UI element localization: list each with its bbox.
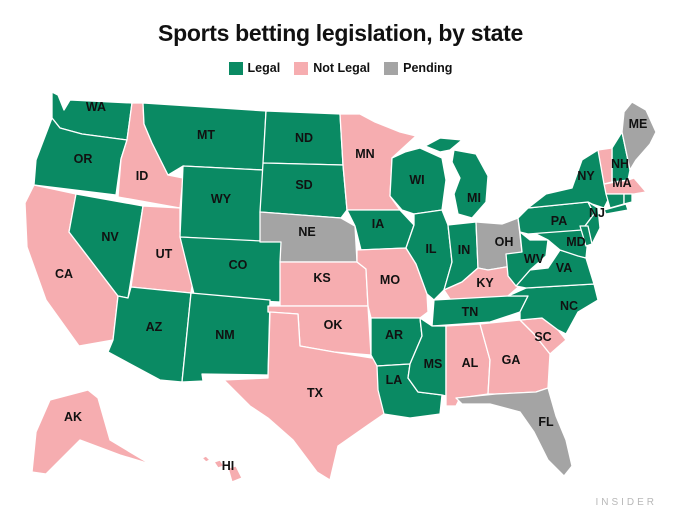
state-label-wy: WY [211, 192, 232, 206]
state-label-ok: OK [324, 318, 343, 332]
state-label-sc: SC [534, 330, 551, 344]
state-label-mt: MT [197, 128, 215, 142]
legend-label-legal: Legal [247, 61, 281, 75]
state-label-az: AZ [146, 320, 163, 334]
state-ri [623, 193, 633, 205]
state-tx [223, 311, 385, 481]
state-shapes [24, 91, 657, 483]
state-label-ne: NE [298, 225, 315, 239]
state-nm [181, 292, 271, 383]
legend-label-not-legal: Not Legal [313, 61, 371, 75]
legend-item-not-legal: Not Legal [294, 61, 370, 75]
state-hi [201, 455, 243, 483]
state-label-nd: ND [295, 131, 313, 145]
state-label-ky: KY [476, 276, 494, 290]
state-label-fl: FL [538, 415, 554, 429]
state-label-mo: MO [380, 273, 400, 287]
state-label-hi: HI [222, 459, 235, 473]
state-label-wi: WI [409, 173, 424, 187]
state-vt [597, 147, 613, 185]
state-label-ma: MA [612, 176, 631, 190]
state-label-nc: NC [560, 299, 578, 313]
state-label-ut: UT [156, 247, 173, 261]
state-az [107, 286, 192, 383]
state-wv [505, 231, 549, 287]
state-label-ga: GA [502, 353, 521, 367]
state-me [621, 101, 657, 171]
state-label-tx: TX [307, 386, 324, 400]
legend-label-pending: Pending [403, 61, 453, 75]
state-label-in: IN [458, 243, 471, 257]
state-ms [407, 317, 447, 397]
state-label-tn: TN [462, 305, 479, 319]
state-labels: WA OR CA ID NV UT AZ MT WY CO NM ND SD NE KS OK TX MN IA MO… [55, 100, 647, 473]
state-label-id: ID [136, 169, 149, 183]
state-label-ak: AK [64, 410, 82, 424]
state-label-mi: MI [467, 191, 481, 205]
legend: Legal Not Legal Pending [0, 61, 681, 75]
state-wi [389, 147, 447, 215]
legend-swatch-pending [384, 61, 399, 75]
state-label-ar: AR [385, 328, 403, 342]
legend-item-legal: Legal [228, 61, 281, 75]
state-label-il: IL [425, 242, 436, 256]
state-label-pa: PA [551, 214, 567, 228]
state-mi [424, 137, 489, 219]
state-label-mn: MN [355, 147, 374, 161]
state-label-la: LA [386, 373, 403, 387]
state-label-nv: NV [101, 230, 119, 244]
state-label-md: MD [566, 235, 585, 249]
state-label-ia: IA [372, 217, 385, 231]
state-label-nh: NH [611, 157, 629, 171]
state-label-wa: WA [86, 100, 106, 114]
state-sd [259, 162, 348, 219]
state-label-or: OR [74, 152, 93, 166]
state-label-ny: NY [577, 169, 595, 183]
state-label-me: ME [629, 117, 648, 131]
state-label-co: CO [229, 258, 248, 272]
state-ak [31, 389, 151, 475]
state-label-ca: CA [55, 267, 73, 281]
legend-swatch-legal [228, 61, 243, 75]
state-label-nm: NM [215, 328, 234, 342]
state-label-ms: MS [424, 357, 443, 371]
state-label-sd: SD [295, 178, 312, 192]
state-de [579, 225, 593, 247]
legend-item-pending: Pending [384, 61, 452, 75]
map-title: Sports betting legislation, by state [158, 20, 523, 46]
state-label-al: AL [462, 356, 479, 370]
state-label-ks: KS [313, 271, 330, 285]
state-label-oh: OH [495, 235, 514, 249]
state-label-nj: NJ [589, 206, 605, 220]
state-label-wv: WV [524, 252, 545, 266]
legend-swatch-not-legal [294, 61, 309, 75]
state-fl [455, 387, 573, 477]
state-label-va: VA [556, 261, 572, 275]
insider-credit: INSIDER [595, 497, 657, 508]
